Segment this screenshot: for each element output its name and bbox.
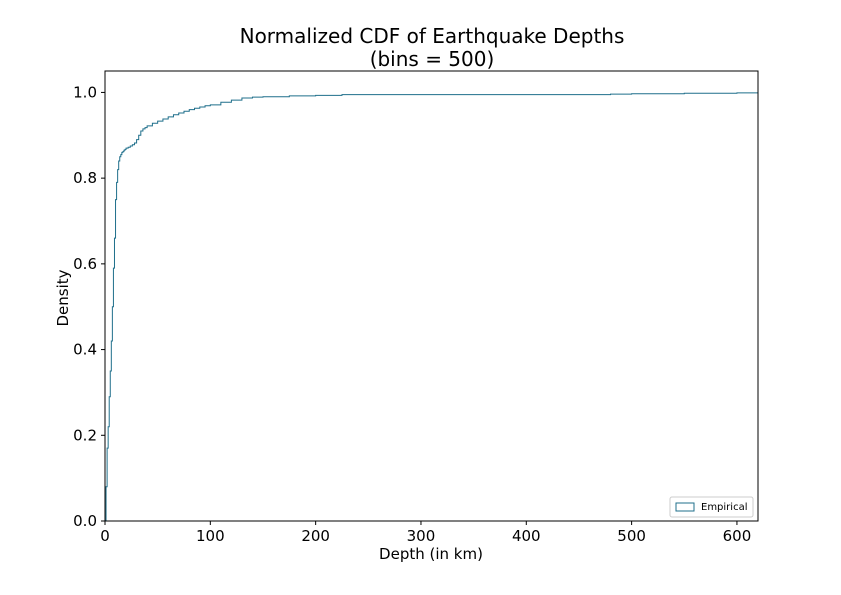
x-tick-label: 400 [512,527,541,545]
y-tick-label: 0.2 [73,426,97,444]
y-tick-label: 0.4 [73,341,97,359]
chart-title-line1: Normalized CDF of Earthquake Depths [240,24,625,48]
x-tick-label: 600 [723,527,752,545]
legend-swatch [675,502,695,512]
legend: Empirical [669,496,754,518]
plot-area [105,92,759,522]
x-tick-label: 100 [196,527,225,545]
series-line-empirical [105,92,759,522]
y-tick-label: 0.0 [73,512,97,530]
plot-frame [104,70,759,522]
axis-ticks: 0 100 200 300 400 500 600 0.0 0.2 0.4 0.6 0.8 1.0 [73,83,751,545]
y-tick-label: 0.8 [73,169,97,187]
x-axis-label: Depth (in km) [379,545,483,563]
y-axis-label: Density [54,269,72,326]
y-tick-label: 0.6 [73,255,97,273]
legend-label: Empirical [701,502,747,513]
legend-box [669,496,754,518]
x-tick-label: 200 [301,527,330,545]
chart-title-line2: (bins = 500) [370,47,495,71]
x-tick-label: 0 [100,527,110,545]
x-tick-label: 500 [617,527,646,545]
x-tick-label: 300 [407,527,436,545]
y-tick-label: 1.0 [73,83,97,101]
